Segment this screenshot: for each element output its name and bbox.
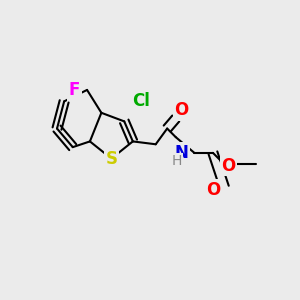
- Text: S: S: [105, 150, 117, 168]
- Text: N: N: [175, 144, 188, 162]
- Text: H: H: [171, 154, 181, 168]
- Text: O: O: [222, 157, 236, 175]
- Text: O: O: [174, 101, 189, 119]
- Text: Cl: Cl: [133, 92, 150, 110]
- Text: O: O: [206, 181, 220, 199]
- Text: F: F: [68, 81, 80, 99]
